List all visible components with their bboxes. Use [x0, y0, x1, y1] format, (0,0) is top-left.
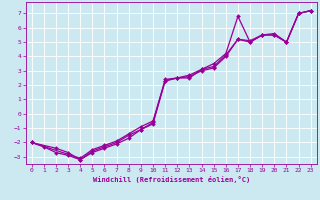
X-axis label: Windchill (Refroidissement éolien,°C): Windchill (Refroidissement éolien,°C): [92, 176, 250, 183]
